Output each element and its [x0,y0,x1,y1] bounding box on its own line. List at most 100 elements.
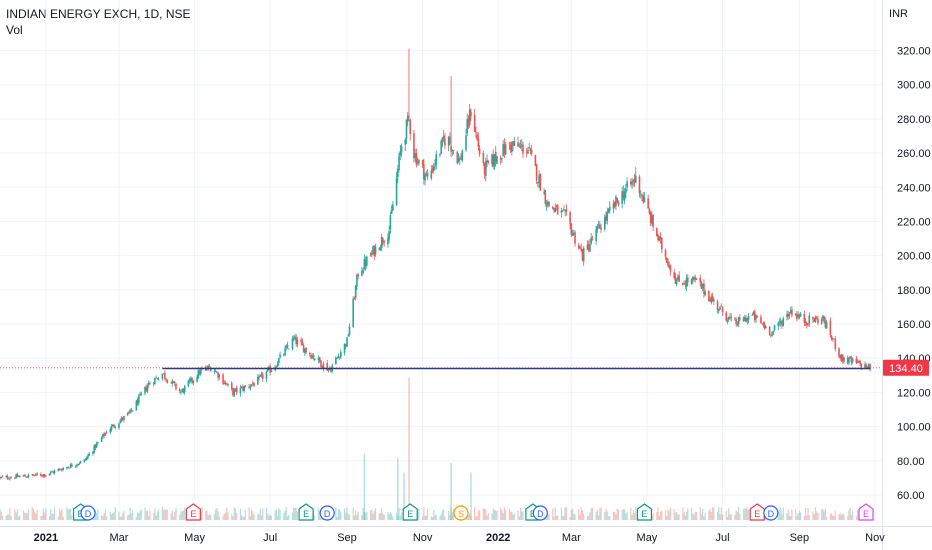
candle [227,383,229,386]
volume-bar [633,513,636,520]
candle [669,265,672,272]
earnings-icon[interactable] [298,503,314,521]
earnings-icon[interactable] [402,503,418,521]
volume-bar [45,508,47,520]
earnings-icon[interactable] [185,503,201,521]
candle [335,357,337,365]
volume-bar [479,509,481,520]
candle [544,190,547,204]
volume-bar [381,507,383,520]
volume-bar [632,509,634,520]
candle [266,368,269,372]
volume-bar [652,513,654,520]
candle [677,276,679,281]
volume-bar [838,514,840,520]
candle [302,345,305,353]
volume-bar [353,515,356,520]
candle [849,356,851,359]
candle [374,246,377,255]
candle [286,344,289,348]
volume-bar [476,516,478,520]
volume-bar [363,511,365,520]
candle [62,468,65,471]
volume-bar [441,510,444,520]
dividend-icon[interactable] [763,505,779,521]
volume-bar [122,513,124,520]
dividend-icon[interactable] [319,505,335,521]
candle [616,197,618,202]
volume-bar [605,509,607,520]
candle [701,283,704,288]
volume-bar [821,509,823,520]
volume-bar [621,509,623,520]
volume-bar [129,507,131,520]
candle [76,464,78,467]
volume-bar [399,515,401,520]
dividend-icon[interactable] [80,505,96,521]
volume-bar [24,513,26,520]
candle [152,383,155,384]
candle [431,168,434,172]
candle [364,260,367,267]
dividend-icon[interactable] [532,505,548,521]
volume-bar [231,513,233,520]
candle [643,197,646,203]
candle [641,195,643,197]
x-tick-label: Mar [562,532,581,544]
candle [460,157,462,160]
candle [253,383,255,386]
volume-bar [345,512,347,520]
volume-bar [241,515,243,520]
volume-bar [355,510,357,520]
earnings-icon[interactable] [636,503,653,521]
candle [538,175,540,184]
candle [170,382,172,384]
candle [778,322,781,323]
candle [708,291,710,301]
volume-bar [242,516,244,520]
candle [425,173,428,175]
candle [756,316,759,318]
volume-bar [505,509,507,520]
volume-bar [778,510,781,520]
candle [95,443,98,448]
volume-indicator-label[interactable]: Vol [6,23,23,37]
volume-bar [102,516,104,520]
volume-bar [346,507,348,520]
candle [178,389,181,392]
candle [605,215,607,220]
volume-bar [700,514,703,520]
volume-bar [787,508,789,520]
candle [383,241,385,243]
candle [244,386,247,387]
candle [563,209,565,211]
split-icon[interactable] [453,505,469,521]
volume-bar [120,516,123,520]
volume-bar [161,507,163,520]
volume-bar [513,513,515,520]
volume-bar [335,507,337,520]
candle [69,464,72,468]
volume-bar [694,512,696,520]
volume-bar [716,512,719,520]
candle [136,399,139,405]
volume-bar [521,511,523,520]
candle [398,155,400,170]
event-marker-label: D [537,509,544,519]
candle [161,373,164,379]
candle [762,322,765,326]
earnings-icon[interactable] [858,503,874,521]
candle [477,138,480,148]
candle [512,141,514,146]
volume-bar [590,508,592,520]
candle [190,377,192,382]
candle [582,248,585,262]
candle [709,299,711,302]
volume-bar [166,509,168,520]
volume-bar [725,510,727,520]
volume-bar [555,515,558,520]
volume-bar [693,514,695,520]
candle [667,261,669,266]
volume-bar [578,508,580,520]
